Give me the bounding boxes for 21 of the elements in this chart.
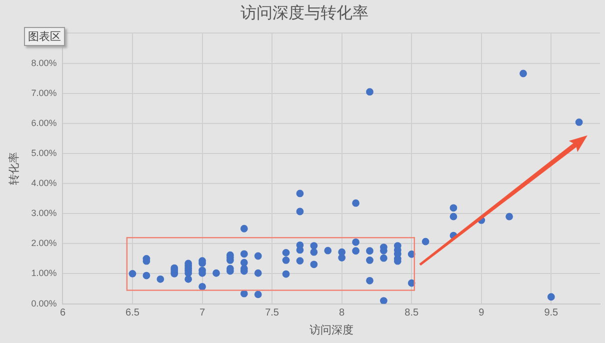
chart-title: 访问深度与转化率	[240, 2, 368, 22]
y-tick-label: 3.00%	[31, 208, 57, 218]
x-tick-label: 8	[339, 308, 346, 319]
y-tick-label: 8.00%	[31, 58, 57, 68]
y-axis-title: 转化率	[8, 152, 21, 185]
y-tick-label: 5.00%	[31, 148, 57, 158]
x-tick-label: 6.5	[126, 308, 140, 319]
y-tick-label: 0.00%	[31, 298, 57, 308]
x-tick-label: 7	[199, 308, 206, 319]
x-axis-title: 访问深度	[309, 323, 354, 336]
y-tick-label: 4.00%	[31, 178, 57, 188]
y-tick-label: 6.00%	[31, 118, 57, 128]
x-tick-label: 6	[60, 308, 66, 319]
label-box: 图表区	[24, 27, 65, 46]
x-tick-label: 7.5	[265, 308, 280, 319]
x-tick-label: 9.5	[544, 308, 559, 319]
y-tick-label: 2.00%	[31, 238, 57, 248]
y-tick-label: 7.00%	[31, 88, 57, 98]
x-tick-label: 9	[478, 308, 485, 319]
y-tick-label: 1.00%	[31, 268, 57, 278]
x-tick-label: 8.5	[404, 308, 419, 319]
